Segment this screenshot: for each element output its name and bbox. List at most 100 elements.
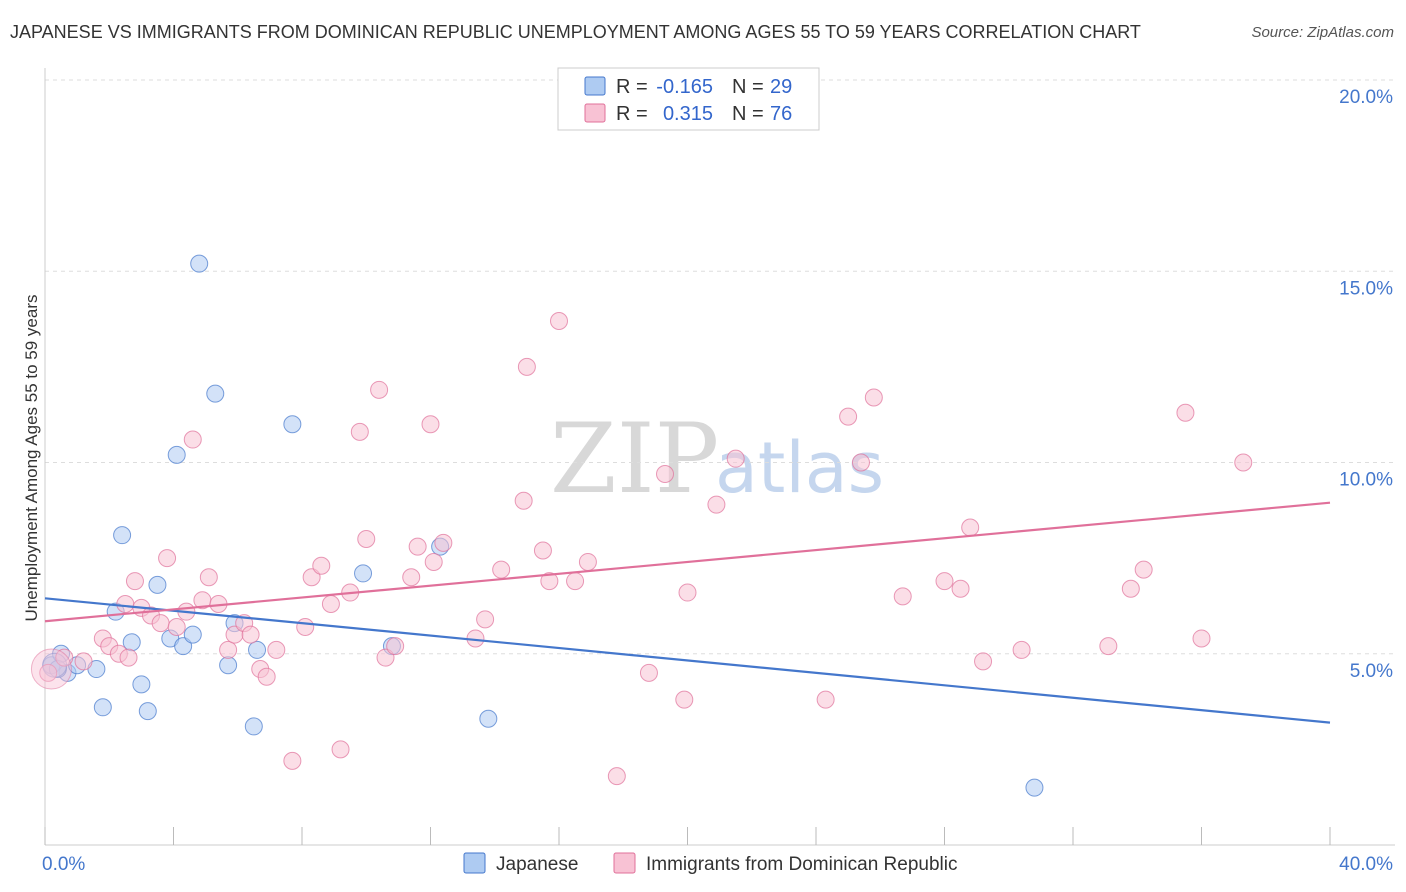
chart-title: JAPANESE VS IMMIGRANTS FROM DOMINICAN RE… bbox=[10, 22, 1141, 42]
bottom-legend-label-dominican: Immigrants from Dominican Republic bbox=[646, 854, 958, 875]
point-1-75 bbox=[678, 583, 697, 602]
point-1-13 bbox=[167, 617, 186, 636]
point-0-20 bbox=[248, 640, 267, 659]
point-1-6 bbox=[116, 595, 135, 614]
series-legend: Japanese Immigrants from Dominican Repub… bbox=[463, 852, 958, 875]
point-1-30 bbox=[321, 595, 340, 614]
legend-r-label-dominican: R = bbox=[616, 103, 648, 125]
bottom-legend-swatch-japanese bbox=[463, 852, 486, 874]
point-0-26 bbox=[479, 709, 498, 728]
point-1-47 bbox=[517, 357, 536, 376]
point-1-46 bbox=[514, 491, 533, 510]
point-1-54 bbox=[639, 663, 658, 682]
point-1-1 bbox=[55, 648, 74, 667]
y-tick-label-3: 20.0% bbox=[1339, 87, 1393, 108]
point-0-17 bbox=[206, 384, 225, 403]
point-1-17 bbox=[199, 568, 218, 587]
point-1-29 bbox=[312, 556, 331, 575]
y-tick-label-0: 5.0% bbox=[1350, 661, 1393, 682]
point-0-10 bbox=[138, 702, 157, 721]
point-1-67 bbox=[974, 652, 993, 671]
series-dominican-points bbox=[30, 311, 1253, 786]
point-0-16 bbox=[190, 254, 209, 273]
x-axis-ticks: 0.0% 40.0% bbox=[42, 854, 1393, 875]
point-0-22 bbox=[283, 415, 302, 434]
point-1-40 bbox=[421, 415, 440, 434]
point-1-42 bbox=[434, 533, 453, 552]
trend-line-0 bbox=[44, 597, 1331, 724]
point-1-0 bbox=[39, 663, 58, 682]
point-1-69 bbox=[1099, 637, 1118, 656]
point-1-66 bbox=[961, 518, 980, 537]
point-0-14 bbox=[174, 637, 193, 656]
point-1-70 bbox=[1121, 579, 1140, 598]
point-1-59 bbox=[816, 690, 835, 709]
point-1-74 bbox=[1234, 453, 1253, 472]
point-1-12 bbox=[158, 549, 177, 568]
point-1-56 bbox=[675, 690, 694, 709]
trend-lines bbox=[44, 501, 1331, 724]
point-1-44 bbox=[476, 610, 495, 629]
point-1-63 bbox=[893, 587, 912, 606]
legend-swatch-japanese bbox=[584, 76, 606, 96]
point-1-60 bbox=[839, 407, 858, 426]
point-0-18 bbox=[219, 656, 238, 675]
legend-r-label-japanese: R = bbox=[616, 76, 648, 98]
point-cluster-dominican bbox=[30, 648, 72, 690]
legend-n-label-dominican: N = bbox=[732, 103, 764, 125]
gridlines bbox=[45, 79, 1395, 655]
point-0-15 bbox=[183, 625, 202, 644]
point-0-7 bbox=[113, 526, 132, 545]
point-1-22 bbox=[241, 625, 260, 644]
point-1-53 bbox=[607, 767, 626, 786]
point-0-13 bbox=[167, 445, 186, 464]
point-0-5 bbox=[93, 698, 112, 717]
point-1-8 bbox=[125, 572, 144, 591]
point-1-68 bbox=[1012, 640, 1031, 659]
point-1-55 bbox=[656, 464, 675, 483]
point-1-48 bbox=[533, 541, 552, 560]
point-1-51 bbox=[566, 572, 585, 591]
y-tick-label-1: 10.0% bbox=[1339, 470, 1393, 491]
x-tick-label-1: 40.0% bbox=[1339, 854, 1393, 875]
point-1-7 bbox=[119, 648, 138, 667]
point-1-64 bbox=[935, 572, 954, 591]
point-1-25 bbox=[267, 640, 286, 659]
point-1-24 bbox=[257, 667, 276, 686]
point-1-34 bbox=[357, 530, 376, 548]
legend-r-value-japanese: -0.165 bbox=[656, 76, 713, 98]
bottom-legend-label-japanese: Japanese bbox=[496, 854, 578, 875]
point-1-62 bbox=[864, 388, 883, 407]
point-0-21 bbox=[244, 717, 263, 736]
watermark-zip: ZIP bbox=[550, 403, 719, 515]
legend-n-value-japanese: 29 bbox=[770, 76, 792, 98]
y-axis-ticks: 5.0% 10.0% 15.0% 20.0% bbox=[1339, 87, 1393, 682]
point-1-36 bbox=[376, 648, 395, 667]
point-1-61 bbox=[851, 453, 870, 472]
point-1-50 bbox=[550, 311, 568, 330]
point-1-2 bbox=[74, 652, 93, 671]
point-0-11 bbox=[148, 575, 167, 594]
legend-n-value-dominican: 76 bbox=[770, 103, 792, 125]
legend-swatch-dominican bbox=[584, 103, 606, 123]
point-1-33 bbox=[350, 422, 369, 441]
point-1-19 bbox=[219, 640, 238, 659]
point-1-41 bbox=[424, 552, 443, 571]
point-0-9 bbox=[132, 675, 151, 694]
point-1-31 bbox=[331, 740, 350, 759]
point-1-58 bbox=[726, 449, 745, 468]
point-1-27 bbox=[296, 617, 315, 636]
point-1-57 bbox=[707, 495, 726, 514]
legend-r-value-dominican: 0.315 bbox=[663, 103, 713, 125]
y-tick-label-2: 15.0% bbox=[1339, 278, 1393, 299]
trend-line-1 bbox=[44, 501, 1331, 623]
point-1-73 bbox=[1192, 629, 1211, 648]
point-1-15 bbox=[183, 430, 202, 449]
point-0-23 bbox=[354, 564, 373, 583]
point-1-45 bbox=[492, 560, 511, 579]
axes bbox=[44, 68, 1395, 846]
point-1-39 bbox=[408, 537, 427, 556]
point-1-38 bbox=[402, 568, 421, 587]
point-1-49 bbox=[540, 572, 559, 591]
point-1-65 bbox=[951, 579, 970, 598]
